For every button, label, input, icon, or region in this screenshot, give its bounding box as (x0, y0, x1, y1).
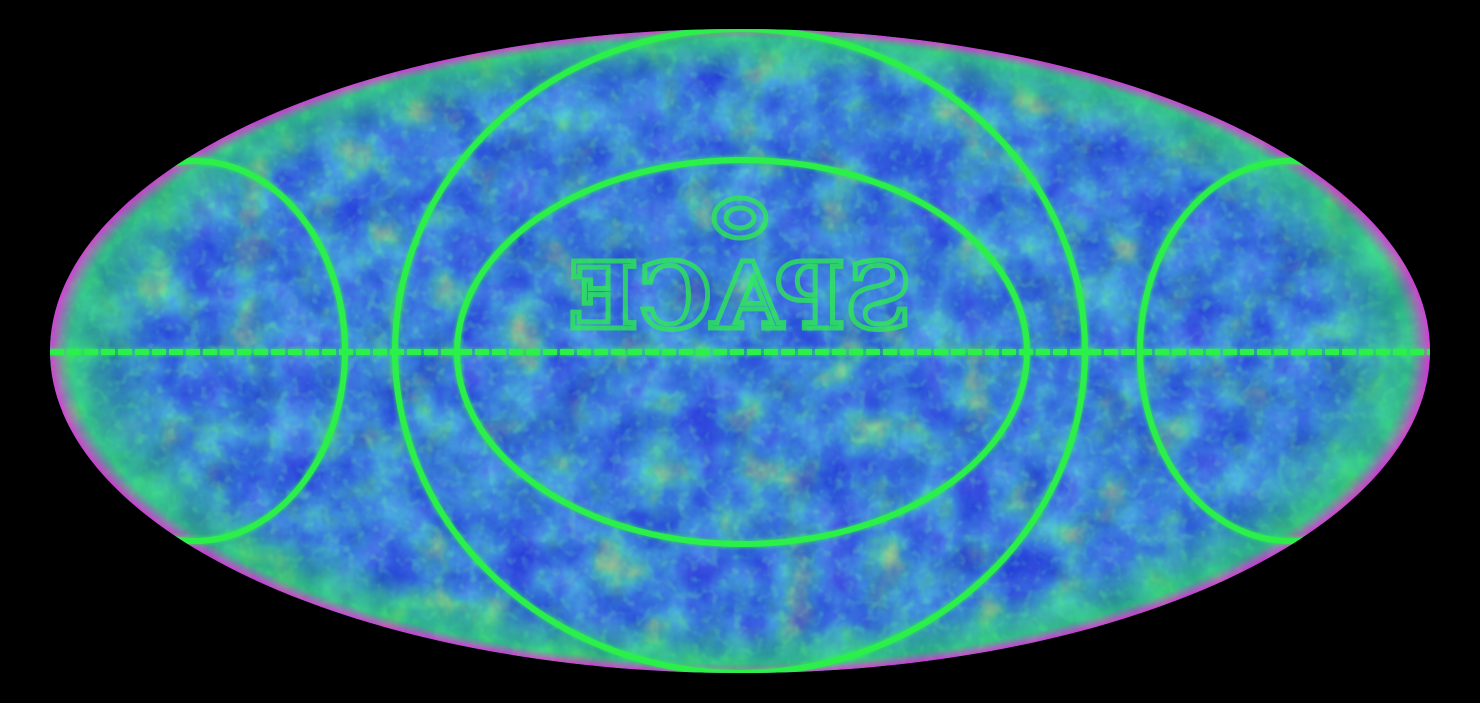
watermark-text: SPACE (568, 242, 912, 350)
